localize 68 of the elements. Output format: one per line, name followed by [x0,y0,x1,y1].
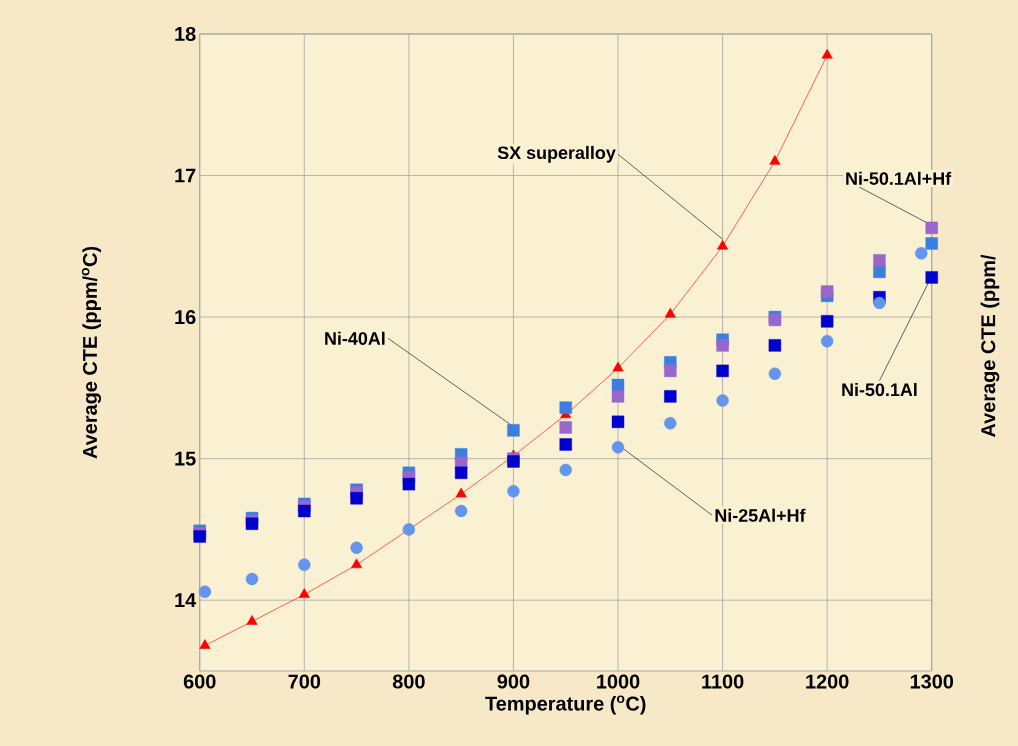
point [559,401,572,414]
point [820,315,834,328]
point [925,237,938,250]
point [246,615,258,625]
point [611,390,625,403]
y-tick-label: 15 [175,451,196,466]
point [298,558,311,571]
y-axis-title: Average CTE (ppm/$^{o}$C) [81,246,102,459]
point [873,265,886,278]
y-tick-label: 18 [175,26,196,42]
point [611,378,625,392]
point [454,466,468,479]
point [611,415,625,429]
point [298,588,310,598]
point [611,441,625,454]
x-tick-label: 1000 [597,674,640,689]
x-tick-label: 1200 [806,674,849,689]
point [768,339,782,352]
text: Ni-50.1Al [842,382,917,397]
x-tick-label: 1100 [702,674,744,689]
point [245,572,259,586]
point [915,247,928,260]
text: Ni-25Al+Hf [715,508,806,522]
point [873,296,886,310]
x-tick-label: 900 [497,674,530,689]
point [664,390,677,403]
point [717,240,729,250]
point [351,558,363,569]
point [768,367,782,380]
point [821,48,833,59]
point [925,271,938,284]
point [664,364,677,378]
point [664,417,677,430]
y2-axis-title: Average CTE (ppm/ [980,254,1000,438]
point [612,361,624,372]
x-axis-title: Temperature ($^{o}$C) [485,695,646,715]
text: Ni-50.1Al+Hf [846,171,952,185]
point [198,585,212,598]
y-tick-label: 17 [175,168,196,183]
x-tick-label: 800 [392,674,425,689]
point [350,541,363,555]
point [716,364,729,378]
point [559,438,572,451]
point [454,504,468,518]
point [507,484,520,498]
point [820,334,834,348]
text: SX superalloy [497,145,616,163]
x-tick-label: 600 [183,674,216,689]
point [298,504,311,518]
point [199,639,211,649]
point [559,421,572,434]
point [455,487,467,498]
text: Ni-40Al [325,331,385,345]
point [559,463,572,477]
y-tick-label: 16 [175,310,196,325]
point [664,307,676,318]
point [350,492,363,505]
point [716,339,729,352]
point [820,285,834,298]
point [716,394,729,407]
x-tick-label: 1300 [910,674,954,689]
point [769,155,781,165]
x-tick-label: 700 [288,674,321,689]
point [507,424,520,437]
point [402,477,416,491]
y-tick-label: 14 [175,593,197,608]
point [873,254,886,267]
point [925,221,938,235]
